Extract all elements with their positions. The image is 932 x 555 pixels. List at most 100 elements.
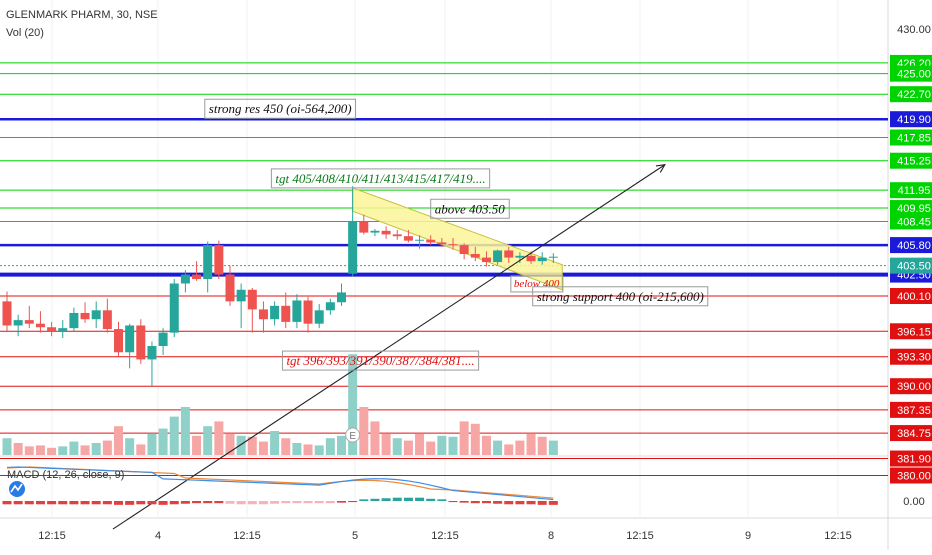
macd-histogram-bar <box>448 501 458 503</box>
macd-histogram-bar <box>247 501 257 505</box>
price-label-bg <box>890 200 932 217</box>
price-label-bg <box>890 111 932 128</box>
earnings-marker-icon <box>345 427 361 443</box>
macd-histogram-bar <box>359 499 369 501</box>
macd-histogram-bar <box>13 501 23 505</box>
trend-arrow-head <box>655 164 666 173</box>
annotation-text: strong support 400 (oi-215,600) <box>537 289 704 304</box>
macd-histogram-bar <box>125 501 135 505</box>
candle-body <box>180 274 190 284</box>
volume-bar <box>470 423 480 455</box>
volume-bar <box>504 444 514 455</box>
annotation-frame <box>281 350 480 371</box>
volume-bar <box>24 446 34 455</box>
volume-indicator-label: Vol (20) <box>6 27 44 39</box>
annotation-box: tgt 396/393/391/390/387/384/381.... <box>281 350 480 371</box>
macd-histogram-bar <box>370 498 380 501</box>
annotation-text: tgt 405/408/410/411/413/415/417/419.... <box>275 171 485 186</box>
volume-bar <box>136 444 146 455</box>
candle-body <box>192 274 202 280</box>
annotation-box: above 403.50 <box>430 198 510 219</box>
volume-bar <box>515 440 525 455</box>
price-label-bg <box>890 348 932 365</box>
volume-bar <box>2 438 12 455</box>
trend-line <box>112 164 666 530</box>
volume-bar <box>58 446 68 455</box>
candle-body <box>24 320 34 324</box>
volume-bar <box>91 443 101 455</box>
price-level-label: 384.75 <box>897 428 931 440</box>
macd-axis-tick: 0.00 <box>903 496 924 508</box>
candle-body <box>437 242 447 245</box>
price-label-bg <box>890 86 932 103</box>
volume-bar <box>303 444 313 455</box>
volume-bar <box>314 445 324 455</box>
candle-body <box>136 325 146 360</box>
macd-histogram-bar <box>147 501 157 505</box>
price-level-label: 422.70 <box>897 89 931 101</box>
candle-body <box>35 323 45 328</box>
time-axis-tick: 5 <box>352 530 358 542</box>
price-label-bg <box>890 182 932 199</box>
time-axis-tick: 12:15 <box>626 530 654 542</box>
candle-body <box>203 245 213 280</box>
volume-bar <box>236 435 246 455</box>
macd-indicator-label: MACD (12, 26, close, 9) <box>7 469 125 481</box>
volume-bar <box>292 443 302 455</box>
candle-body <box>448 244 458 246</box>
price-label-bg <box>890 323 932 340</box>
price-label-bg <box>890 425 932 442</box>
price-level-label: 408.45 <box>897 216 931 228</box>
macd-histogram-bar <box>136 501 146 505</box>
volume-bar <box>80 445 90 455</box>
price-label-bg <box>890 467 932 484</box>
time-axis-tick: 12:15 <box>824 530 852 542</box>
annotation-frame <box>430 198 510 219</box>
volume-bar <box>381 433 391 455</box>
macd-histogram-bar <box>459 501 469 503</box>
macd-histogram-bar <box>80 501 90 505</box>
macd-histogram-bar <box>426 498 436 501</box>
volume-bar <box>537 436 547 455</box>
macd-histogram-bar <box>403 497 413 501</box>
macd-histogram-bar <box>504 501 514 505</box>
price-label-bg <box>890 257 932 274</box>
volume-bar <box>147 433 157 455</box>
macd-histogram-bar <box>481 501 491 504</box>
macd-histogram-bar <box>337 501 346 503</box>
candle-body <box>69 312 79 329</box>
candle-body <box>504 250 514 258</box>
price-label-bg <box>890 129 932 146</box>
price-level-label: 396.15 <box>897 326 931 338</box>
volume-bar <box>214 421 224 455</box>
candle-body <box>258 309 268 320</box>
volume-bar <box>526 433 536 455</box>
annotation-box: tgt 405/408/410/411/413/415/417/419.... <box>270 168 491 189</box>
volume-bar <box>247 436 257 455</box>
price-label-bg <box>890 237 932 254</box>
candle-body <box>381 230 391 235</box>
macd-histogram-bar <box>180 501 190 504</box>
macd-histogram-bar <box>493 501 503 504</box>
macd-histogram-bar <box>470 501 480 504</box>
candle-body <box>359 221 369 233</box>
volume-bar <box>403 440 413 455</box>
price-label-bg <box>890 152 932 169</box>
price-label-bg <box>890 450 932 467</box>
macd-histogram-bar <box>24 501 34 505</box>
macd-histogram-bar <box>102 501 112 505</box>
candle-body <box>526 255 536 262</box>
candle-body <box>47 327 57 331</box>
macd-histogram-bar <box>270 501 280 504</box>
volume-bar <box>415 433 425 455</box>
price-label-bg <box>890 65 932 82</box>
macd-histogram-bar <box>2 501 12 505</box>
time-axis-tick: 12:15 <box>431 530 459 542</box>
price-level-label: 419.90 <box>897 114 931 126</box>
candle-body <box>214 245 224 275</box>
macd-histogram-bar <box>537 501 547 505</box>
volume-bar <box>370 421 380 455</box>
last-price-label: 403.50 <box>897 261 931 273</box>
